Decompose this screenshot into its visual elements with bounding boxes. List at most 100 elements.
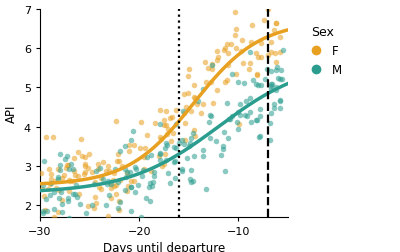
Point [206,120,212,124]
Point [169,116,175,120]
Point [106,169,112,173]
Point [187,178,194,182]
Point [200,87,206,91]
Point [190,179,196,183]
Point [276,98,283,102]
Point [258,42,264,46]
Point [224,43,231,47]
Point [51,190,57,194]
Point [271,107,277,111]
Point [184,91,191,96]
Point [168,139,174,143]
Point [52,179,59,183]
Point [108,186,114,191]
Point [85,166,92,170]
Point [256,136,262,140]
Point [64,164,70,168]
Point [203,80,210,84]
Point [104,182,111,186]
Point [75,174,81,178]
Point [277,77,283,81]
Point [58,176,65,180]
Point [203,187,210,191]
Point [208,64,215,68]
Point [194,103,200,107]
Point [194,99,201,103]
Point [59,210,65,214]
Point [254,73,261,77]
Point [167,116,174,120]
Point [117,200,123,204]
Point [48,223,54,227]
Point [232,11,238,15]
Y-axis label: API: API [5,104,18,122]
Point [257,56,264,60]
Point [82,211,89,215]
Point [122,188,128,192]
Point [107,181,114,185]
Point [170,132,176,136]
Point [140,169,146,173]
Point [47,182,53,186]
Point [246,51,253,55]
Point [92,201,99,205]
Point [72,184,79,188]
Point [55,177,61,181]
Point [42,208,48,212]
Point [156,153,163,157]
Point [185,75,191,79]
Point [65,164,71,168]
Point [192,97,198,101]
Point [115,199,122,203]
Point [68,162,74,166]
Point [53,186,59,190]
Point [76,203,83,207]
Point [164,132,170,136]
Legend: F, M: F, M [304,26,342,77]
Point [38,171,44,175]
Point [48,178,54,182]
Point [141,168,147,172]
Point [44,209,50,213]
Point [115,152,121,156]
Point [50,228,57,232]
Point [56,164,63,168]
Point [182,138,189,142]
Point [267,121,274,125]
Point [278,69,284,73]
Point [66,178,72,182]
Point [46,167,52,171]
Point [218,153,224,157]
Point [159,165,165,169]
Point [148,153,154,158]
Point [200,148,207,152]
Point [164,143,170,147]
Point [106,193,113,197]
Point [151,175,157,179]
Point [228,43,234,47]
Point [266,4,272,8]
Point [84,204,91,208]
Point [51,216,57,220]
Point [247,97,254,101]
Point [220,148,226,152]
Point [247,110,253,114]
Point [248,121,254,125]
Point [254,56,261,60]
Point [65,199,72,203]
Point [176,141,182,145]
Point [208,68,215,72]
Point [79,154,86,159]
Point [108,197,114,201]
Point [188,137,194,141]
Point [138,174,145,178]
Point [40,183,46,187]
Point [214,59,220,63]
Point [157,136,163,140]
Point [272,22,279,26]
Point [161,163,167,167]
Point [55,210,61,214]
Point [152,122,158,126]
Point [100,177,106,181]
Point [180,109,186,113]
